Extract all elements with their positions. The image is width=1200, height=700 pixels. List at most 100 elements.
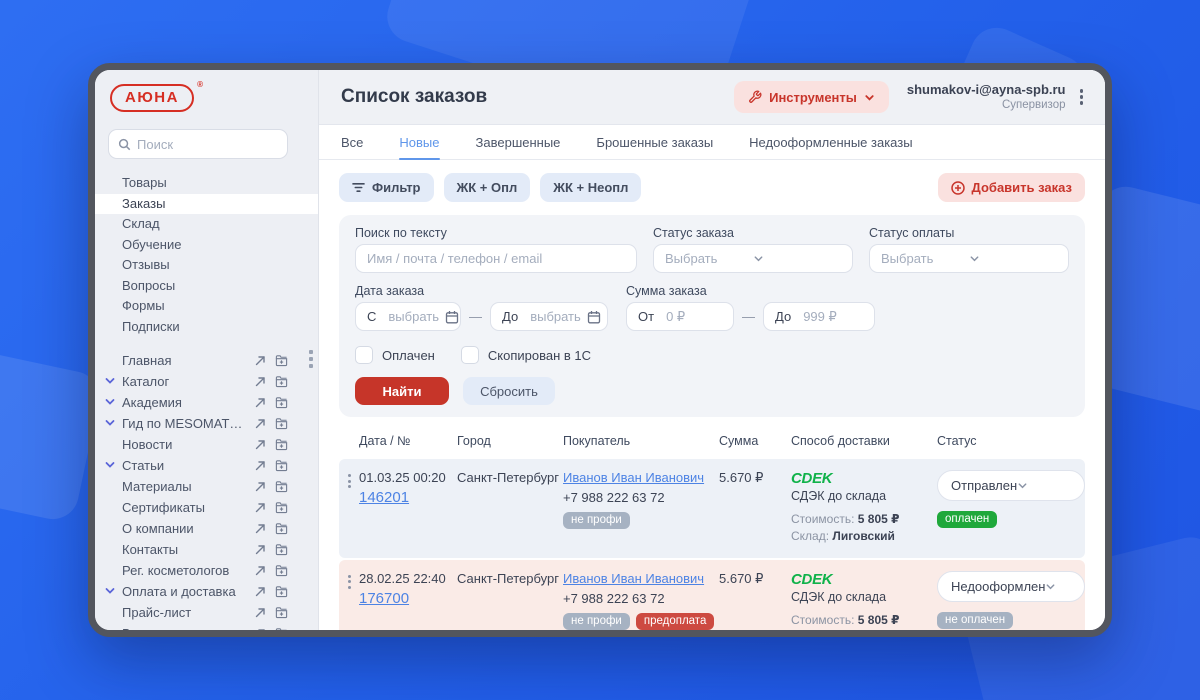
external-link-icon[interactable] [254, 522, 267, 535]
filter-button[interactable]: Фильтр [339, 173, 434, 202]
external-link-icon[interactable] [254, 375, 267, 388]
external-link-icon[interactable] [254, 585, 267, 598]
tab-0[interactable]: Все [341, 134, 364, 150]
order-city: Санкт-Петербург [457, 470, 559, 485]
sidebar-page-item-1[interactable]: Каталог [95, 371, 318, 392]
text-search-field[interactable] [355, 244, 637, 273]
sidebar-item-7[interactable]: Подписки [122, 318, 180, 334]
date-from-field[interactable]: С выбрать [355, 302, 461, 331]
tools-button[interactable]: Инструменты [734, 81, 889, 113]
sidebar-item-0[interactable]: Товары [122, 175, 167, 190]
sidebar-page-item-7[interactable]: Сертификаты [95, 497, 318, 518]
customer-badges: не профи предоплата [563, 612, 719, 630]
text-search-input[interactable] [367, 251, 625, 266]
order-number-link[interactable]: 146201 [359, 489, 410, 506]
add-page-icon[interactable] [275, 543, 288, 556]
sidebar-page-item-3[interactable]: Гид по MESOMATRIX [95, 413, 318, 434]
chevron-down-icon[interactable] [104, 585, 116, 597]
user-menu-icon[interactable] [1076, 85, 1088, 109]
sidebar-page-item-6[interactable]: Материалы [95, 476, 318, 497]
order-number-link[interactable]: 176700 [359, 589, 410, 607]
customer-link[interactable]: Иванов Иван Иванович [563, 570, 705, 586]
preset-unpaid-button[interactable]: ЖК + Неопл [540, 173, 642, 202]
sum-from-field[interactable]: От 0 ₽ [626, 302, 734, 331]
sidebar-page-item-10[interactable]: Рег. косметологов [95, 560, 318, 581]
sidebar-page-item-12[interactable]: Прайс-лист [95, 602, 318, 623]
sidebar-page-item-5[interactable]: Статьи [95, 455, 318, 476]
preset-paid-button[interactable]: ЖК + Опл [443, 173, 531, 202]
add-page-icon[interactable] [275, 396, 288, 409]
add-page-icon[interactable] [275, 459, 288, 472]
sidebar-page-item-11[interactable]: Оплата и доставка [95, 581, 318, 602]
sidebar-page-item-0[interactable]: Главная [95, 350, 318, 371]
checkbox-box[interactable] [355, 346, 373, 364]
find-button[interactable]: Найти [355, 377, 449, 405]
copied-1c-checkbox[interactable]: Скопирован в 1С [460, 346, 591, 364]
sidebar-item-3[interactable]: Обучение [122, 236, 182, 252]
plus-circle-icon [950, 180, 965, 195]
external-link-icon[interactable] [254, 438, 267, 451]
sidebar-page-item-9[interactable]: Контакты [95, 539, 318, 560]
sidebar-search[interactable] [108, 129, 288, 159]
sidebar-page-item-13[interactable]: Вопрос-ответ [95, 623, 318, 630]
sidebar-item-4[interactable]: Отзывы [122, 257, 170, 272]
sidebar-page-item-4[interactable]: Новости [95, 434, 318, 455]
reset-button[interactable]: Сбросить [463, 377, 555, 405]
tab-4[interactable]: Недооформленные заказы [749, 134, 913, 150]
add-page-icon[interactable] [275, 438, 288, 451]
row-menu-icon[interactable] [347, 470, 351, 488]
chevron-down-icon[interactable] [104, 459, 116, 471]
external-link-icon[interactable] [254, 459, 267, 472]
chevron-down-icon[interactable] [104, 396, 116, 408]
customer-phone: +7 988 222 63 72 [563, 490, 665, 505]
add-page-icon[interactable] [275, 522, 288, 535]
order-status-value: Выбрать [665, 251, 718, 266]
chevron-down-icon[interactable] [104, 417, 116, 429]
search-input[interactable] [137, 136, 278, 152]
sidebar-item-1[interactable]: Заказы [95, 193, 318, 214]
sidebar-resize-handle[interactable] [309, 350, 313, 368]
sidebar-page-item-2[interactable]: Академия [95, 392, 318, 413]
checkbox-box[interactable] [460, 346, 479, 364]
add-order-button[interactable]: Добавить заказ [937, 173, 1085, 202]
add-page-icon[interactable] [275, 375, 288, 388]
payment-status-select[interactable]: Выбрать [869, 244, 1069, 273]
add-page-icon[interactable] [275, 501, 288, 514]
calendar-icon[interactable] [445, 310, 459, 324]
external-link-icon[interactable] [254, 606, 267, 619]
sidebar-item-6[interactable]: Формы [122, 298, 165, 313]
add-page-icon[interactable] [275, 354, 288, 367]
external-link-icon[interactable] [254, 354, 267, 367]
tab-1[interactable]: Новые [399, 125, 440, 160]
tab-2[interactable]: Завершенные [475, 134, 561, 150]
external-link-icon[interactable] [254, 480, 267, 493]
row-menu-icon[interactable] [347, 571, 351, 589]
add-page-icon[interactable] [275, 627, 288, 630]
external-link-icon[interactable] [254, 396, 267, 409]
external-link-icon[interactable] [254, 564, 267, 577]
order-status-select[interactable]: Выбрать [653, 244, 853, 273]
external-link-icon[interactable] [254, 543, 267, 556]
add-page-icon[interactable] [275, 564, 288, 577]
sidebar-item-5[interactable]: Вопросы [122, 277, 176, 293]
external-link-icon[interactable] [254, 417, 267, 430]
customer-link[interactable]: Иванов Иван Иванович [563, 470, 705, 485]
chevron-down-icon[interactable] [104, 375, 116, 387]
calendar-icon[interactable] [587, 310, 601, 324]
order-status-select[interactable]: Недооформлен [937, 570, 1085, 602]
sidebar-page-item-8[interactable]: О компании [95, 518, 318, 539]
external-link-icon[interactable] [254, 627, 267, 630]
tab-3[interactable]: Брошенные заказы [596, 134, 714, 150]
order-status-select[interactable]: Отправлен [937, 470, 1085, 501]
add-page-icon[interactable] [275, 417, 288, 430]
paid-checkbox[interactable]: Оплачен [355, 346, 435, 364]
delivery-info: Стоимость: 5 805 ₽Склад: Лиговский [791, 612, 937, 630]
add-page-icon[interactable] [275, 480, 288, 493]
orders-table-body: 01.03.25 00:20 146201 Санкт-Петербург Ивано… [339, 459, 1085, 630]
sidebar-item-2[interactable]: Склад [122, 216, 160, 231]
date-to-field[interactable]: До выбрать [490, 302, 608, 331]
add-page-icon[interactable] [275, 606, 288, 619]
add-page-icon[interactable] [275, 585, 288, 598]
sum-to-field[interactable]: До 999 ₽ [763, 302, 875, 331]
external-link-icon[interactable] [254, 501, 267, 514]
